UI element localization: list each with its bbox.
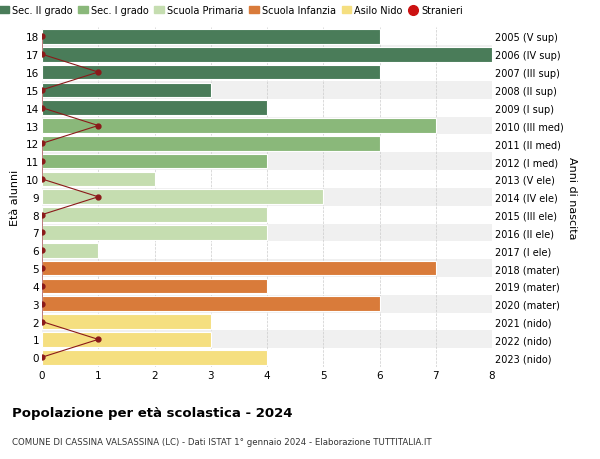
Bar xyxy=(42,332,211,347)
Bar xyxy=(42,30,380,45)
Bar xyxy=(42,261,436,276)
Y-axis label: Età alunni: Età alunni xyxy=(10,169,20,225)
Legend: Sec. II grado, Sec. I grado, Scuola Primaria, Scuola Infanzia, Asilo Nido, Stran: Sec. II grado, Sec. I grado, Scuola Prim… xyxy=(0,6,463,16)
Bar xyxy=(42,119,436,134)
Bar xyxy=(42,295,492,313)
Bar xyxy=(42,279,267,294)
Bar xyxy=(42,46,492,64)
Bar xyxy=(42,101,267,116)
Bar xyxy=(42,153,492,171)
Bar xyxy=(42,350,267,365)
Bar xyxy=(42,208,267,223)
Bar xyxy=(42,155,267,169)
Bar xyxy=(42,243,98,258)
Bar xyxy=(42,137,380,151)
Bar xyxy=(42,224,492,242)
Text: COMUNE DI CASSINA VALSASSINA (LC) - Dati ISTAT 1° gennaio 2024 - Elaborazione TU: COMUNE DI CASSINA VALSASSINA (LC) - Dati… xyxy=(12,437,431,446)
Bar xyxy=(42,84,211,98)
Bar xyxy=(42,260,492,277)
Bar xyxy=(42,172,155,187)
Bar xyxy=(42,314,211,329)
Bar xyxy=(42,48,492,62)
Bar xyxy=(42,189,492,206)
Bar xyxy=(42,82,492,100)
Bar xyxy=(42,226,267,240)
Bar xyxy=(42,190,323,205)
Text: Popolazione per età scolastica - 2024: Popolazione per età scolastica - 2024 xyxy=(12,406,293,419)
Bar xyxy=(42,66,380,80)
Bar xyxy=(42,297,380,311)
Bar xyxy=(42,331,492,348)
Bar xyxy=(42,118,492,135)
Y-axis label: Anni di nascita: Anni di nascita xyxy=(568,156,577,239)
